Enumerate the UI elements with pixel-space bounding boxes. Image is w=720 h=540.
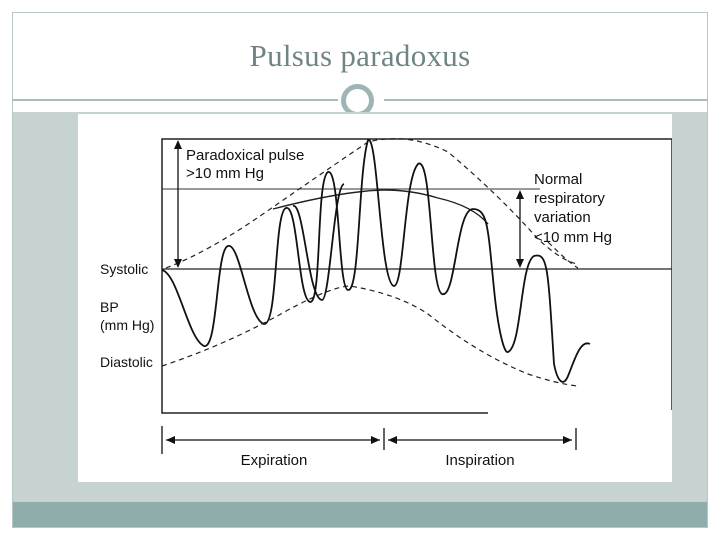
- normal-label-line1: Normal: [534, 171, 582, 188]
- frame-gap: [488, 410, 672, 416]
- paradoxical-arrow-down: [174, 259, 182, 268]
- normal-arrow-up: [516, 190, 524, 199]
- figure-background: [78, 114, 672, 482]
- expiration-arrow-right: [371, 436, 380, 444]
- inspiration-arrow-right: [563, 436, 572, 444]
- normal-arrow-down: [516, 259, 524, 268]
- bp-label: BP: [100, 299, 119, 315]
- paradoxical-label-line2: >10 mm Hg: [186, 165, 264, 182]
- systolic-envelope-outer: [165, 138, 579, 269]
- footer-band: [13, 502, 707, 527]
- pressure-waveform-overlap: [292, 183, 345, 301]
- title-divider-left: [12, 99, 338, 101]
- diastolic-label: Diastolic: [100, 354, 153, 370]
- expiration-label: Expiration: [241, 452, 308, 469]
- slide-frame: [12, 12, 708, 528]
- normal-label-line4: <10 mm Hg: [534, 229, 612, 246]
- bp-unit-label: (mm Hg): [100, 317, 154, 333]
- inspiration-label: Inspiration: [445, 452, 514, 469]
- pulsus-paradoxus-figure: Paradoxical pulse >10 mm Hg Normal respi…: [78, 114, 672, 482]
- normal-label-line2: respiratory: [534, 190, 605, 207]
- slide-title: Pulsus paradoxus: [249, 38, 471, 73]
- normal-label-line3: variation: [534, 209, 591, 226]
- expiration-arrow-left: [166, 436, 175, 444]
- pressure-waveform: [161, 139, 591, 383]
- inspiration-arrow-left: [388, 436, 397, 444]
- systolic-envelope-tail: [547, 241, 579, 269]
- systolic-label: Systolic: [100, 261, 148, 277]
- title-divider-right: [384, 99, 708, 101]
- plot-frame: [161, 138, 672, 414]
- diastolic-envelope: [161, 285, 579, 387]
- paradoxical-label-line1: Paradoxical pulse: [186, 147, 304, 164]
- systolic-envelope-normal: [272, 189, 489, 225]
- paradoxical-arrow-up: [174, 140, 182, 149]
